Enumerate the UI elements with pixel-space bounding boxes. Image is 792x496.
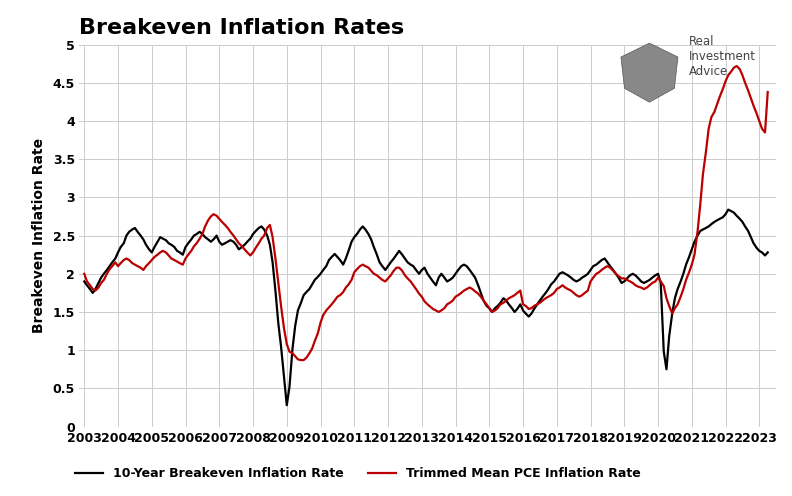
Trimmed Mean PCE Inflation Rate [763,89,772,95]
10-Year Breakeven Inflation Rate [650,272,660,278]
Trimmed Mean PCE Inflation Rate [732,63,741,69]
Trimmed Mean PCE Inflation Rate [378,277,387,283]
Polygon shape [621,43,678,102]
Legend: 10-Year Breakeven Inflation Rate, Trimmed Mean PCE Inflation Rate: 10-Year Breakeven Inflation Rate, Trimme… [70,462,645,485]
Text: Real
Investment
Advice: Real Investment Advice [689,35,756,78]
10-Year Breakeven Inflation Rate [625,272,634,278]
10-Year Breakeven Inflation Rate [378,263,387,269]
Line: 10-Year Breakeven Inflation Rate: 10-Year Breakeven Inflation Rate [84,210,767,405]
Y-axis label: Breakeven Inflation Rate: Breakeven Inflation Rate [32,138,46,333]
10-Year Breakeven Inflation Rate [763,249,772,255]
Text: Breakeven Inflation Rates: Breakeven Inflation Rates [79,17,405,38]
Trimmed Mean PCE Inflation Rate [296,357,306,363]
10-Year Breakeven Inflation Rate [282,402,291,408]
10-Year Breakeven Inflation Rate [79,278,89,284]
Trimmed Mean PCE Inflation Rate [360,263,370,269]
10-Year Breakeven Inflation Rate [656,280,665,286]
Trimmed Mean PCE Inflation Rate [575,294,584,300]
Line: Trimmed Mean PCE Inflation Rate: Trimmed Mean PCE Inflation Rate [84,66,767,360]
Trimmed Mean PCE Inflation Rate [656,278,665,284]
10-Year Breakeven Inflation Rate [723,207,733,213]
10-Year Breakeven Inflation Rate [360,227,370,233]
Trimmed Mean PCE Inflation Rate [79,271,89,277]
10-Year Breakeven Inflation Rate [575,277,584,283]
Trimmed Mean PCE Inflation Rate [650,278,660,284]
Trimmed Mean PCE Inflation Rate [625,278,634,284]
